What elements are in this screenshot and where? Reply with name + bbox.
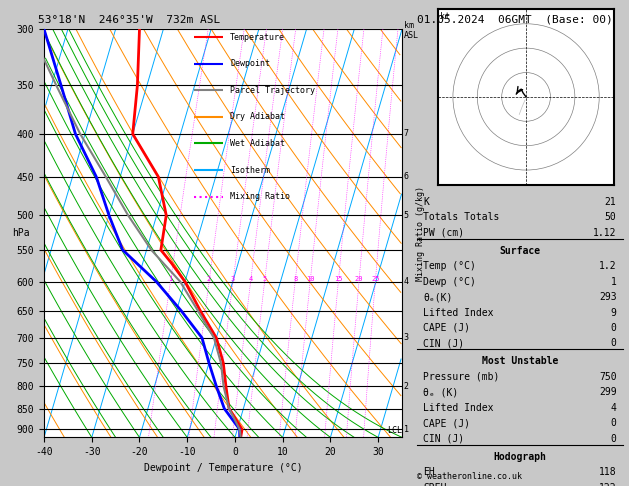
Text: CAPE (J): CAPE (J) bbox=[423, 418, 470, 428]
Text: 7: 7 bbox=[404, 129, 409, 139]
Text: 293: 293 bbox=[599, 292, 616, 302]
Text: 2: 2 bbox=[404, 382, 409, 391]
Text: CIN (J): CIN (J) bbox=[423, 338, 464, 348]
Text: 1: 1 bbox=[404, 425, 409, 434]
Text: Lifted Index: Lifted Index bbox=[423, 308, 494, 317]
Text: 0: 0 bbox=[611, 338, 616, 348]
Text: SREH: SREH bbox=[423, 483, 447, 486]
Text: Most Unstable: Most Unstable bbox=[482, 356, 558, 366]
Text: 3: 3 bbox=[231, 276, 235, 282]
Text: 3: 3 bbox=[404, 333, 409, 342]
Text: θₑ (K): θₑ (K) bbox=[423, 387, 459, 397]
Text: 0: 0 bbox=[611, 418, 616, 428]
Text: Isotherm: Isotherm bbox=[230, 166, 270, 174]
Text: 4: 4 bbox=[611, 403, 616, 413]
Text: PW (cm): PW (cm) bbox=[423, 228, 464, 238]
Text: EH: EH bbox=[423, 467, 435, 477]
Text: Lifted Index: Lifted Index bbox=[423, 403, 494, 413]
Text: 5: 5 bbox=[404, 211, 409, 220]
Text: 299: 299 bbox=[599, 387, 616, 397]
Text: K: K bbox=[423, 197, 429, 207]
X-axis label: Dewpoint / Temperature (°C): Dewpoint / Temperature (°C) bbox=[143, 463, 303, 473]
Text: 1.12: 1.12 bbox=[593, 228, 616, 238]
Text: 53°18'N  246°35'W  732m ASL: 53°18'N 246°35'W 732m ASL bbox=[38, 15, 220, 25]
Text: Hodograph: Hodograph bbox=[493, 451, 546, 462]
Text: 25: 25 bbox=[371, 276, 379, 282]
Text: km
ASL: km ASL bbox=[404, 21, 419, 40]
Text: Dewpoint: Dewpoint bbox=[230, 59, 270, 69]
Text: 8: 8 bbox=[293, 276, 298, 282]
Text: 4: 4 bbox=[248, 276, 253, 282]
Text: 1: 1 bbox=[169, 276, 172, 282]
Text: kt: kt bbox=[440, 12, 450, 21]
Text: 01.05.2024  06GMT  (Base: 00): 01.05.2024 06GMT (Base: 00) bbox=[417, 15, 613, 25]
Text: CIN (J): CIN (J) bbox=[423, 434, 464, 444]
Text: 122: 122 bbox=[599, 483, 616, 486]
Text: © weatheronline.co.uk: © weatheronline.co.uk bbox=[417, 472, 522, 481]
Text: 1: 1 bbox=[611, 277, 616, 287]
Text: 4: 4 bbox=[404, 277, 409, 286]
Text: Pressure (mb): Pressure (mb) bbox=[423, 372, 499, 382]
Text: 1.2: 1.2 bbox=[599, 261, 616, 271]
Text: θₑ(K): θₑ(K) bbox=[423, 292, 452, 302]
Text: Wet Adiabat: Wet Adiabat bbox=[230, 139, 285, 148]
Text: 21: 21 bbox=[605, 197, 616, 207]
Text: Dry Adiabat: Dry Adiabat bbox=[230, 112, 285, 122]
Text: Temp (°C): Temp (°C) bbox=[423, 261, 476, 271]
Text: LCL: LCL bbox=[387, 426, 402, 435]
Text: 0: 0 bbox=[611, 323, 616, 333]
Text: Totals Totals: Totals Totals bbox=[423, 212, 499, 222]
Text: Parcel Trajectory: Parcel Trajectory bbox=[230, 86, 315, 95]
Text: Surface: Surface bbox=[499, 245, 540, 256]
Text: 6: 6 bbox=[404, 173, 409, 181]
Text: 2: 2 bbox=[207, 276, 211, 282]
Text: hPa: hPa bbox=[12, 228, 30, 238]
Text: 10: 10 bbox=[306, 276, 314, 282]
Text: Temperature: Temperature bbox=[230, 33, 285, 42]
Text: 15: 15 bbox=[334, 276, 343, 282]
Text: 50: 50 bbox=[605, 212, 616, 222]
Text: 118: 118 bbox=[599, 467, 616, 477]
Text: 9: 9 bbox=[611, 308, 616, 317]
Text: 750: 750 bbox=[599, 372, 616, 382]
Text: Mixing Ratio: Mixing Ratio bbox=[230, 192, 290, 201]
Text: 5: 5 bbox=[262, 276, 267, 282]
Text: Dewp (°C): Dewp (°C) bbox=[423, 277, 476, 287]
Text: 0: 0 bbox=[611, 434, 616, 444]
Text: 20: 20 bbox=[355, 276, 363, 282]
Text: CAPE (J): CAPE (J) bbox=[423, 323, 470, 333]
Text: Mixing Ratio (g/kg): Mixing Ratio (g/kg) bbox=[416, 186, 425, 281]
